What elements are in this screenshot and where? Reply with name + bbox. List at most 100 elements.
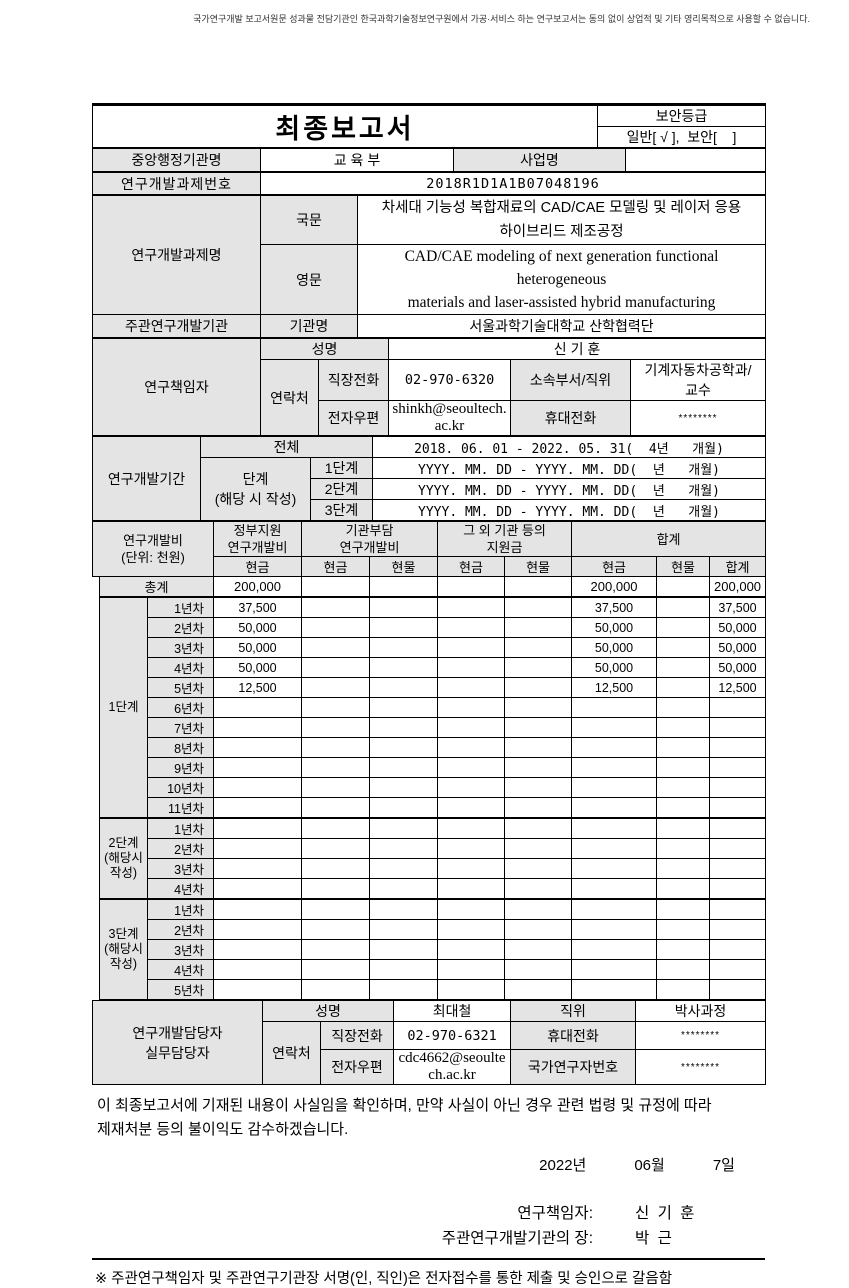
pi-dept-label: 소속부서/직위 bbox=[510, 359, 632, 401]
budget-value bbox=[213, 939, 303, 960]
budget-value bbox=[504, 797, 573, 819]
budget-value bbox=[437, 596, 506, 618]
budget-value bbox=[656, 757, 711, 778]
budget-row: 4년차 bbox=[92, 959, 767, 980]
budget-value bbox=[213, 919, 303, 940]
budget-value bbox=[213, 898, 303, 920]
budget-value bbox=[213, 697, 303, 718]
budget-value bbox=[369, 697, 439, 718]
left-gutter bbox=[92, 797, 100, 818]
pi-work-phone-value: 02-970-6320 bbox=[388, 359, 512, 401]
manager-contact-label: 연락처 bbox=[262, 1021, 321, 1085]
budget-value bbox=[437, 717, 506, 738]
budget-value bbox=[709, 939, 767, 960]
budget-value bbox=[504, 757, 573, 778]
budget-value bbox=[504, 858, 573, 879]
period-label: 연구개발기간 bbox=[92, 436, 201, 521]
budget-stage-label: 3단계 (해당시 작성) bbox=[99, 898, 148, 1000]
budget-value bbox=[301, 817, 371, 839]
budget-value bbox=[709, 717, 767, 738]
budget-value bbox=[504, 959, 573, 980]
left-gutter bbox=[92, 979, 100, 1000]
budget-value bbox=[504, 777, 573, 798]
budget-value bbox=[504, 677, 573, 698]
manager-name-value: 최대철 bbox=[393, 1000, 512, 1022]
budget-value bbox=[709, 898, 767, 920]
budget-value bbox=[437, 979, 506, 1000]
budget-value bbox=[656, 596, 711, 618]
head-signature-name: 박 근 bbox=[635, 1230, 674, 1247]
left-gutter bbox=[92, 637, 100, 658]
budget-value bbox=[437, 657, 506, 678]
korean-title-value: 차세대 기능성 복합재료의 CAD/CAE 모델링 및 레이저 응용 하이브리드… bbox=[357, 195, 766, 245]
budget-value bbox=[213, 838, 303, 859]
left-gutter bbox=[92, 757, 100, 778]
budget-subheader: 현금 bbox=[301, 556, 371, 577]
budget-value bbox=[213, 797, 303, 819]
page-title: 최종보고서 bbox=[92, 104, 598, 148]
budget-value bbox=[504, 878, 573, 900]
budget-grand-total-value bbox=[437, 576, 506, 598]
budget-value bbox=[504, 817, 573, 839]
declaration-text: 이 최종보고서에 기재된 내용이 사실임을 확인하며, 만약 사실이 아닌 경우… bbox=[97, 1097, 712, 1138]
budget-value bbox=[301, 959, 371, 980]
budget-year-label: 4년차 bbox=[146, 959, 215, 980]
budget-value bbox=[571, 717, 658, 738]
budget-value bbox=[213, 878, 303, 900]
budget-row: 9년차 bbox=[92, 757, 767, 778]
budget-value bbox=[437, 797, 506, 819]
budget-value bbox=[656, 617, 711, 638]
budget-value bbox=[656, 737, 711, 758]
budget-value bbox=[301, 677, 371, 698]
budget-value bbox=[437, 959, 506, 980]
period-stage2-value: YYYY. MM. DD - YYYY. MM. DD( 년 개월) bbox=[372, 478, 767, 500]
budget-value bbox=[369, 939, 439, 960]
budget-value bbox=[709, 777, 767, 798]
budget-value bbox=[504, 838, 573, 859]
budget-row: 7년차 bbox=[92, 717, 767, 738]
left-gutter bbox=[92, 677, 100, 698]
budget-value bbox=[709, 959, 767, 980]
budget-value bbox=[369, 838, 439, 859]
budget-stage-label: 2단계 (해당시 작성) bbox=[99, 817, 148, 900]
pi-mobile-label: 휴대전화 bbox=[510, 400, 632, 436]
budget-value bbox=[369, 919, 439, 940]
budget-value bbox=[709, 838, 767, 859]
budget-total-header: 합계 bbox=[571, 521, 767, 557]
budget-year-label: 3년차 bbox=[146, 858, 215, 879]
budget-value bbox=[369, 596, 439, 618]
budget-value bbox=[369, 959, 439, 980]
budget-value bbox=[709, 858, 767, 879]
budget-value bbox=[656, 858, 711, 879]
budget-value bbox=[571, 878, 658, 900]
budget-value bbox=[369, 717, 439, 738]
budget-value bbox=[301, 777, 371, 798]
budget-value: 12,500 bbox=[709, 677, 767, 698]
budget-value bbox=[369, 878, 439, 900]
pi-table: 연구책임자 성명 신 기 훈 연락처 직장전화 02-970-6320 소속부서… bbox=[92, 338, 767, 436]
budget-year-label: 5년차 bbox=[146, 979, 215, 1000]
manager-position-label: 직위 bbox=[510, 1000, 637, 1022]
korean-title-label: 국문 bbox=[260, 195, 358, 245]
left-gutter bbox=[92, 777, 100, 798]
budget-value bbox=[571, 757, 658, 778]
budget-value bbox=[571, 979, 658, 1000]
task-number-row: 연구개발과제번호 2018R1D1A1B07048196 bbox=[92, 172, 766, 195]
pi-work-phone-label: 직장전화 bbox=[317, 359, 390, 401]
org-name-value: 서울과학기술대학교 산학협력단 bbox=[357, 314, 766, 338]
left-gutter bbox=[92, 657, 100, 678]
pi-contact-label: 연락처 bbox=[260, 359, 319, 436]
left-gutter bbox=[92, 617, 100, 638]
budget-value bbox=[656, 838, 711, 859]
budget-value bbox=[504, 697, 573, 718]
electronic-submission-note: ※ 주관연구책임자 및 주관연구기관장 서명(인, 직인)은 전자접수를 통한 … bbox=[95, 1271, 673, 1287]
left-gutter bbox=[92, 838, 100, 859]
budget-row: 4년차 bbox=[92, 878, 767, 900]
budget-value bbox=[369, 777, 439, 798]
period-stage3-label: 3단계 bbox=[309, 499, 374, 521]
budget-value bbox=[656, 979, 711, 1000]
budget-value bbox=[656, 637, 711, 658]
budget-value bbox=[709, 757, 767, 778]
budget-value bbox=[571, 919, 658, 940]
english-title-value: CAD/CAE modeling of next generation func… bbox=[357, 244, 766, 315]
